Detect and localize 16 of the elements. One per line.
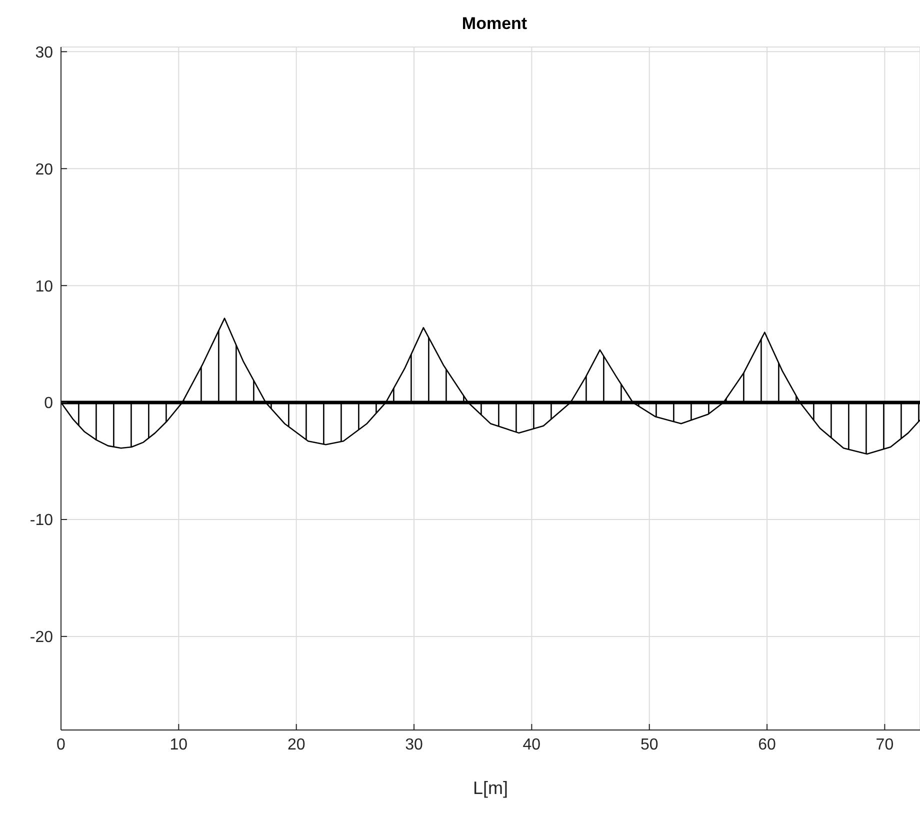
x-tick-label: 10 <box>170 736 188 754</box>
x-tick-label: 20 <box>287 736 306 754</box>
y-tick-label: 0 <box>44 395 54 412</box>
x-tick-label: 60 <box>758 736 776 754</box>
x-tick-label: 40 <box>522 736 541 754</box>
y-tick-label: -10 <box>30 512 54 530</box>
x-tick-label: 50 <box>640 736 658 754</box>
y-tick-label: 30 <box>35 44 54 62</box>
x-tick-label: 0 <box>56 736 66 754</box>
x-tick-label: 70 <box>876 736 894 754</box>
chart-title: Moment <box>460 14 528 34</box>
y-tick-label: 10 <box>35 278 54 296</box>
y-tick-label: 20 <box>35 161 54 178</box>
x-axis-title: L[m] <box>472 778 508 798</box>
x-tick-label: 30 <box>405 736 424 754</box>
y-tick-label: -20 <box>30 629 54 646</box>
